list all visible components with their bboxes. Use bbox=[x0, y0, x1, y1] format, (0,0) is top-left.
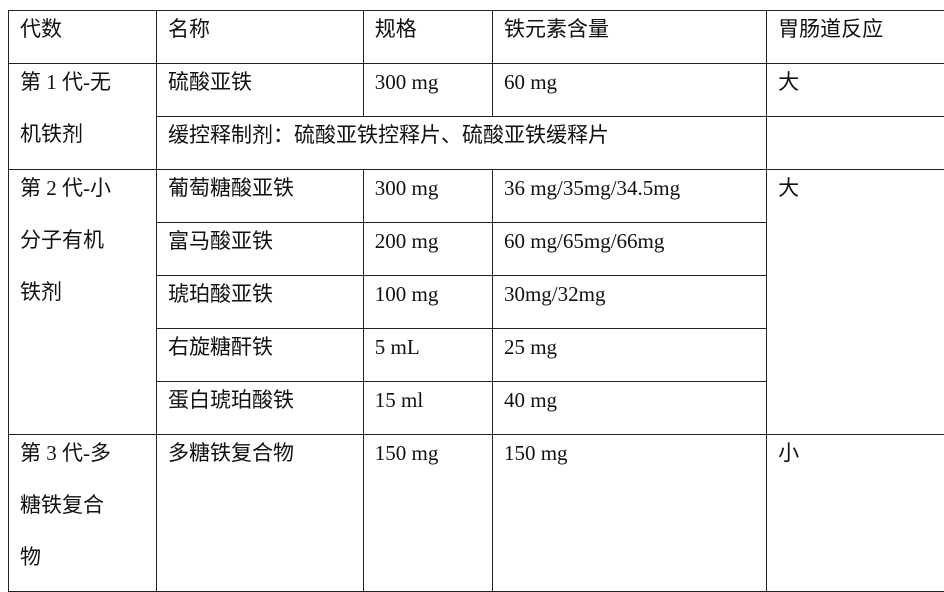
gi-cell: 大 bbox=[767, 170, 944, 435]
iron-cell: 36 mg/35mg/34.5mg bbox=[492, 170, 766, 223]
spec-cell: 300 mg bbox=[363, 170, 492, 223]
spec-cell: 150 mg bbox=[363, 435, 492, 592]
extended-release-cell: 缓控释制剂：硫酸亚铁控释片、硫酸亚铁缓释片 bbox=[157, 117, 767, 170]
name-cell: 琥珀酸亚铁 bbox=[157, 276, 364, 329]
table-row: 第 2 代-小分子有机铁剂 葡萄糖酸亚铁 300 mg 36 mg/35mg/3… bbox=[9, 170, 944, 223]
name-cell: 硫酸亚铁 bbox=[157, 64, 364, 117]
header-cell: 名称 bbox=[157, 11, 364, 64]
name-cell: 多糖铁复合物 bbox=[157, 435, 364, 592]
name-cell: 右旋糖酐铁 bbox=[157, 329, 364, 382]
spec-cell: 100 mg bbox=[363, 276, 492, 329]
table-row: 第 3 代-多糖铁复合物 多糖铁复合物 150 mg 150 mg 小 bbox=[9, 435, 944, 592]
header-cell: 代数 bbox=[9, 11, 157, 64]
name-cell: 蛋白琥珀酸铁 bbox=[157, 382, 364, 435]
generation-cell: 第 2 代-小分子有机铁剂 bbox=[9, 170, 157, 435]
iron-cell: 25 mg bbox=[492, 329, 766, 382]
header-cell: 胃肠道反应 bbox=[767, 11, 944, 64]
spec-cell: 200 mg bbox=[363, 223, 492, 276]
spec-cell: 15 ml bbox=[363, 382, 492, 435]
spec-cell: 300 mg bbox=[363, 64, 492, 117]
generation-cell: 第 1 代-无机铁剂 bbox=[9, 64, 157, 170]
gi-cell: 大 bbox=[767, 64, 944, 117]
gi-cell-empty bbox=[767, 117, 944, 170]
name-cell: 富马酸亚铁 bbox=[157, 223, 364, 276]
iron-cell: 150 mg bbox=[492, 435, 766, 592]
generation-cell: 第 3 代-多糖铁复合物 bbox=[9, 435, 157, 592]
spec-cell: 5 mL bbox=[363, 329, 492, 382]
iron-cell: 30mg/32mg bbox=[492, 276, 766, 329]
iron-cell: 60 mg bbox=[492, 64, 766, 117]
iron-cell: 60 mg/65mg/66mg bbox=[492, 223, 766, 276]
name-cell: 葡萄糖酸亚铁 bbox=[157, 170, 364, 223]
gi-cell: 小 bbox=[767, 435, 944, 592]
table-row: 第 1 代-无机铁剂 硫酸亚铁 300 mg 60 mg 大 bbox=[9, 64, 944, 117]
header-row: 代数 名称 规格 铁元素含量 胃肠道反应 bbox=[9, 11, 944, 64]
iron-cell: 40 mg bbox=[492, 382, 766, 435]
header-cell: 规格 bbox=[363, 11, 492, 64]
header-cell: 铁元素含量 bbox=[492, 11, 766, 64]
iron-supplement-table: 代数 名称 规格 铁元素含量 胃肠道反应 第 1 代-无机铁剂 硫酸亚铁 300… bbox=[8, 10, 944, 592]
